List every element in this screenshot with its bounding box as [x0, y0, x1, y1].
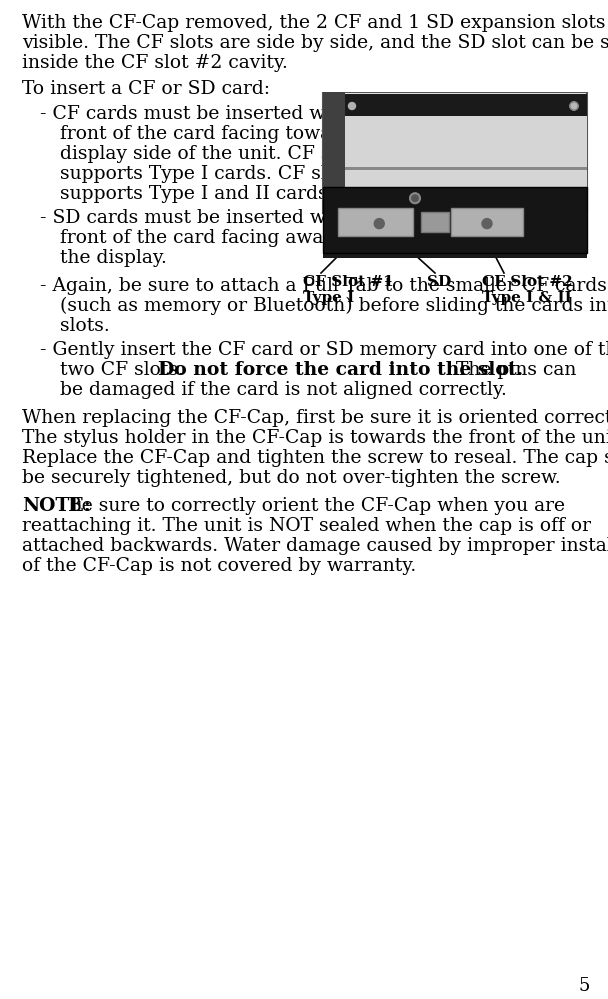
Text: be damaged if the card is not aligned correctly.: be damaged if the card is not aligned co… — [60, 381, 507, 399]
Text: display side of the unit. CF slot #1: display side of the unit. CF slot #1 — [60, 145, 389, 163]
Text: visible. The CF slots are side by side, and the SD slot can be seen: visible. The CF slots are side by side, … — [22, 34, 608, 52]
Text: supports Type I cards. CF slot #2: supports Type I cards. CF slot #2 — [60, 165, 379, 183]
Text: Replace the CF-Cap and tighten the screw to reseal. The cap should: Replace the CF-Cap and tighten the screw… — [22, 449, 608, 467]
Bar — [345, 167, 587, 170]
Text: To insert a CF or SD card:: To insert a CF or SD card: — [22, 80, 270, 98]
Circle shape — [375, 219, 384, 229]
Text: reattaching it. The unit is NOT sealed when the cap is off or: reattaching it. The unit is NOT sealed w… — [22, 517, 591, 535]
Text: two CF slots.: two CF slots. — [60, 361, 190, 379]
Text: attached backwards. Water damage caused by improper installation: attached backwards. Water damage caused … — [22, 537, 608, 555]
Text: front of the card facing toward the: front of the card facing toward the — [60, 125, 389, 143]
Bar — [323, 92, 345, 212]
Text: SD: SD — [427, 275, 451, 289]
Text: CF Slot #2: CF Slot #2 — [482, 275, 573, 289]
Bar — [323, 92, 587, 212]
Text: slots.: slots. — [60, 317, 110, 335]
Text: the display.: the display. — [60, 249, 167, 267]
Text: inside the CF slot #2 cavity.: inside the CF slot #2 cavity. — [22, 54, 288, 72]
Text: Type I & II: Type I & II — [482, 291, 572, 305]
Text: - Again, be sure to attach a Pull Tab to the smaller CF cards: - Again, be sure to attach a Pull Tab to… — [40, 277, 607, 295]
Bar — [338, 208, 413, 236]
Bar — [345, 94, 587, 116]
Text: CF Slot #1: CF Slot #1 — [303, 275, 394, 289]
Circle shape — [348, 103, 356, 110]
Circle shape — [482, 219, 492, 229]
Bar — [323, 183, 587, 258]
Text: be securely tightened, but do not over-tighten the screw.: be securely tightened, but do not over-t… — [22, 469, 561, 487]
Text: of the CF-Cap is not covered by warranty.: of the CF-Cap is not covered by warranty… — [22, 557, 416, 575]
Circle shape — [410, 193, 420, 203]
Text: When replacing the CF-Cap, first be sure it is oriented correctly.: When replacing the CF-Cap, first be sure… — [22, 409, 608, 427]
Text: 5: 5 — [579, 977, 590, 995]
Text: The pins can: The pins can — [450, 361, 576, 379]
Bar — [345, 116, 587, 199]
Text: NOTE:: NOTE: — [22, 497, 91, 515]
Text: Be sure to correctly orient the CF-Cap when you are: Be sure to correctly orient the CF-Cap w… — [63, 497, 565, 515]
Bar — [421, 212, 449, 232]
Text: front of the card facing away from: front of the card facing away from — [60, 229, 385, 247]
Text: - CF cards must be inserted with the: - CF cards must be inserted with the — [40, 105, 387, 123]
Bar — [451, 208, 523, 236]
Text: (such as memory or Bluetooth) before sliding the cards into the: (such as memory or Bluetooth) before sli… — [60, 297, 608, 316]
Text: - SD cards must be inserted with the: - SD cards must be inserted with the — [40, 209, 388, 227]
Text: With the CF-Cap removed, the 2 CF and 1 SD expansion slots are: With the CF-Cap removed, the 2 CF and 1 … — [22, 14, 608, 32]
Text: supports Type I and II cards.: supports Type I and II cards. — [60, 185, 334, 203]
Bar — [323, 187, 587, 253]
Text: The stylus holder in the CF-Cap is towards the front of the unit.: The stylus holder in the CF-Cap is towar… — [22, 429, 608, 447]
Text: Type I: Type I — [303, 291, 354, 305]
Text: - Gently insert the CF card or SD memory card into one of the: - Gently insert the CF card or SD memory… — [40, 341, 608, 359]
Circle shape — [570, 102, 578, 110]
Text: Do not force the card into the slot.: Do not force the card into the slot. — [158, 361, 523, 379]
